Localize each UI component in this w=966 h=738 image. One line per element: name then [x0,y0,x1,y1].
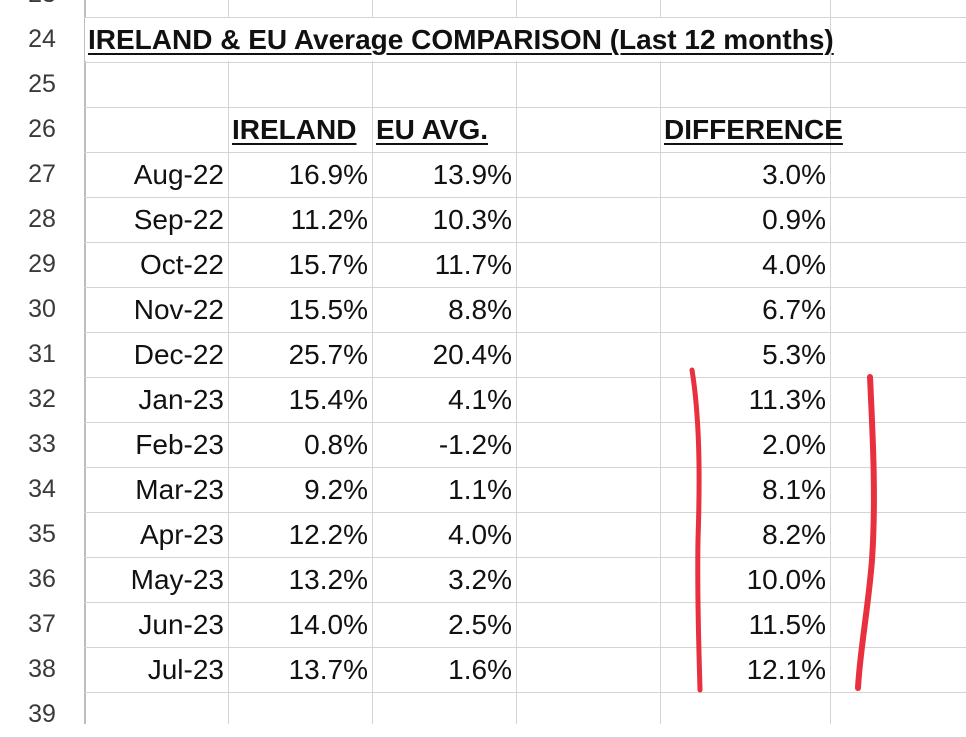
row-gridline [0,647,966,648]
row-gridline [0,152,966,153]
row-header[interactable]: 25 [0,62,84,107]
eu-value-cell[interactable]: 11.7% [434,248,512,280]
eu-value-cell[interactable]: 3.2% [448,563,512,595]
row-header[interactable]: 32 [0,377,84,422]
row-header[interactable]: 34 [0,467,84,512]
month-cell[interactable]: Dec-22 [133,338,224,370]
row-gridline [0,287,966,288]
title-overflow-cover [85,18,830,61]
row-header-border [84,0,86,724]
difference-value-cell[interactable]: 8.2% [762,518,826,550]
row-gridline [0,692,966,693]
month-cell[interactable]: Feb-23 [135,428,224,460]
difference-value-cell[interactable]: 4.0% [762,248,826,280]
difference-value-cell[interactable]: 11.3% [748,383,826,415]
month-cell[interactable]: Aug-22 [133,158,224,190]
eu-value-cell[interactable]: 8.8% [448,293,512,325]
row-header[interactable]: 29 [0,242,84,287]
row-header[interactable]: 23 [0,0,84,17]
row-header[interactable]: 30 [0,287,84,332]
row-header[interactable]: 38 [0,647,84,692]
eu-value-cell[interactable]: 4.0% [448,518,512,550]
row-header[interactable]: 28 [0,197,84,242]
row-gridline [0,602,966,603]
ireland-value-cell[interactable]: 15.5% [288,293,368,325]
difference-value-cell[interactable]: 11.5% [748,608,826,640]
row-gridline [0,242,966,243]
ireland-value-cell[interactable]: 11.2% [290,203,368,235]
row-header[interactable]: 26 [0,107,84,152]
row-header[interactable]: 27 [0,152,84,197]
header-difference[interactable]: DIFFERENCE [664,113,843,145]
column-gridline [516,0,517,724]
month-cell[interactable]: Sep-22 [133,203,224,235]
month-cell[interactable]: May-23 [130,563,224,595]
header-ireland[interactable]: IRELAND [232,113,357,145]
row-header[interactable]: 33 [0,422,84,467]
eu-value-cell[interactable]: 20.4% [432,338,512,370]
difference-value-cell[interactable]: 12.1% [746,653,826,685]
month-cell[interactable]: Jul-23 [147,653,224,685]
row-header[interactable]: 36 [0,557,84,602]
row-gridline [0,107,966,108]
row-gridline [0,422,966,423]
eu-value-cell[interactable]: -1.2% [438,428,512,460]
month-cell[interactable]: Oct-22 [139,248,224,280]
month-cell[interactable]: Jun-23 [138,608,224,640]
ireland-value-cell[interactable]: 13.7% [288,653,368,685]
eu-value-cell[interactable]: 13.9% [432,158,512,190]
ireland-value-cell[interactable]: 15.4% [288,383,368,415]
row-gridline [0,62,966,63]
row-header[interactable]: 35 [0,512,84,557]
difference-value-cell[interactable]: 0.9% [762,203,826,235]
header-eu-avg[interactable]: EU AVG. [376,113,489,145]
column-gridline [830,0,831,724]
eu-value-cell[interactable]: 1.6% [448,653,512,685]
eu-value-cell[interactable]: 10.3% [432,203,512,235]
ireland-value-cell[interactable]: 16.9% [288,158,368,190]
row-gridline [0,197,966,198]
eu-value-cell[interactable]: 1.1% [448,473,512,505]
row-header[interactable]: 37 [0,602,84,647]
difference-value-cell[interactable]: 8.1% [762,473,826,505]
ireland-value-cell[interactable]: 25.7% [288,338,368,370]
row-header[interactable]: 31 [0,332,84,377]
month-cell[interactable]: Jan-23 [138,383,224,415]
difference-value-cell[interactable]: 2.0% [762,428,826,460]
row-gridline [0,377,966,378]
month-cell[interactable]: Mar-23 [135,473,224,505]
row-gridline [0,17,966,18]
row-gridline [0,332,966,333]
month-cell[interactable]: Nov-22 [133,293,224,325]
ireland-value-cell[interactable]: 0.8% [304,428,368,460]
column-gridline [660,0,661,724]
row-gridline [0,512,966,513]
column-gridline [372,0,373,724]
row-gridline [0,557,966,558]
eu-value-cell[interactable]: 2.5% [448,608,512,640]
eu-value-cell[interactable]: 4.1% [448,383,512,415]
difference-value-cell[interactable]: 3.0% [762,158,826,190]
difference-value-cell[interactable]: 6.7% [762,293,826,325]
column-gridline [228,0,229,724]
row-gridline [0,467,966,468]
month-cell[interactable]: Apr-23 [139,518,224,550]
row-header[interactable]: 39 [0,692,84,737]
row-header[interactable]: 24 [0,17,84,62]
ireland-value-cell[interactable]: 13.2% [288,563,368,595]
ireland-value-cell[interactable]: 14.0% [288,608,368,640]
ireland-value-cell[interactable]: 15.7% [288,248,368,280]
difference-value-cell[interactable]: 10.0% [746,563,826,595]
sheet-title[interactable]: IRELAND & EU Average COMPARISON (Last 12… [88,23,834,55]
ireland-value-cell[interactable]: 9.2% [304,473,368,505]
ireland-value-cell[interactable]: 12.2% [288,518,368,550]
difference-value-cell[interactable]: 5.3% [762,338,826,370]
